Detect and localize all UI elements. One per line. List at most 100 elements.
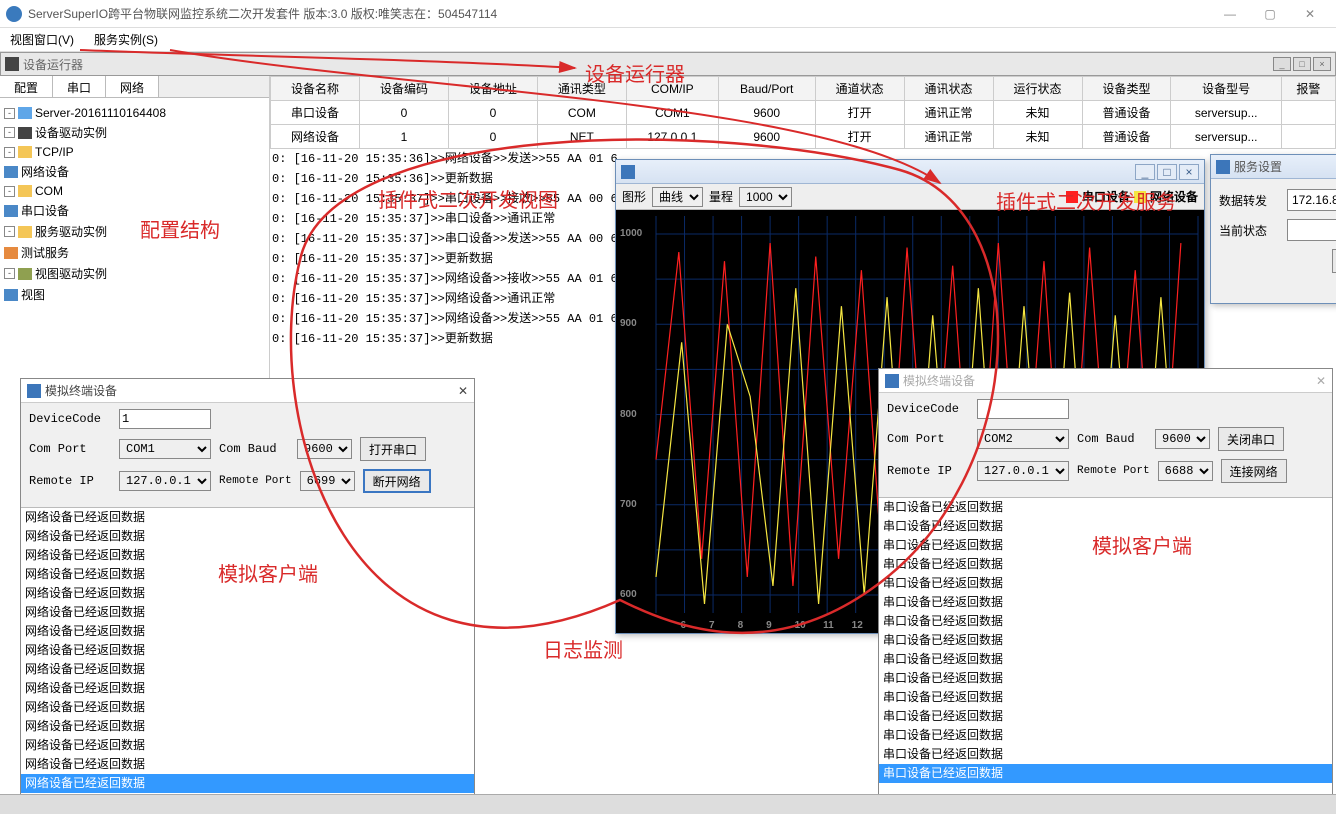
log-line[interactable]: 串口设备已经返回数据	[879, 612, 1332, 631]
chart-close-button[interactable]: ×	[1179, 164, 1199, 180]
tree-testsvc[interactable]: 测试服务	[4, 242, 265, 263]
log-line[interactable]: 网络设备已经返回数据	[21, 660, 474, 679]
terminal1-log[interactable]: 网络设备已经返回数据网络设备已经返回数据网络设备已经返回数据网络设备已经返回数据…	[21, 507, 474, 805]
tree-server[interactable]: -Server-20161110164408	[4, 104, 265, 122]
fwd-ip-input[interactable]	[1287, 189, 1336, 211]
log-line[interactable]: 网络设备已经返回数据	[21, 584, 474, 603]
t2-combaud-select[interactable]: 9600	[1155, 429, 1210, 449]
devtable-header[interactable]: COM/IP	[626, 77, 718, 101]
devtable-header[interactable]: 设备类型	[1082, 77, 1171, 101]
tab-net[interactable]: 网络	[106, 76, 159, 97]
log-line[interactable]: 串口设备已经返回数据	[879, 536, 1332, 555]
chart-icon	[621, 165, 635, 179]
tree-netdev[interactable]: 网络设备	[4, 161, 265, 182]
tab-config[interactable]: 配置	[0, 76, 53, 97]
t1-remoteip-label: Remote IP	[29, 474, 111, 488]
chart-range-select[interactable]: 1000	[739, 187, 792, 207]
tree-svcdrv[interactable]: -服务驱动实例	[4, 221, 265, 242]
log-line[interactable]: 串口设备已经返回数据	[879, 631, 1332, 650]
t2-devcode-input[interactable]	[977, 399, 1069, 419]
tree-serialdev[interactable]: 串口设备	[4, 200, 265, 221]
table-row[interactable]: 网络设备10NET127.0.0.19600打开通讯正常未知普通设备server…	[271, 125, 1336, 149]
log-line[interactable]: 串口设备已经返回数据	[879, 707, 1332, 726]
log-line[interactable]: 串口设备已经返回数据	[879, 498, 1332, 517]
log-line[interactable]: 网络设备已经返回数据	[21, 679, 474, 698]
t2-remoteip-select[interactable]: 127.0.0.1	[977, 461, 1069, 481]
t1-combaud-label: Com Baud	[219, 442, 289, 456]
tab-serial[interactable]: 串口	[53, 76, 106, 97]
devtable-header[interactable]: 设备型号	[1171, 77, 1281, 101]
tree-com[interactable]: -COM	[4, 182, 265, 200]
t1-combaud-select[interactable]: 9600	[297, 439, 352, 459]
log-line[interactable]: 串口设备已经返回数据	[879, 745, 1332, 764]
log-line[interactable]: 网络设备已经返回数据	[21, 736, 474, 755]
tree-tcpip[interactable]: -TCP/IP	[4, 143, 265, 161]
service-window: 服务设置 × 数据转发 当前状态 应用 关闭	[1210, 154, 1336, 304]
log-line[interactable]: 串口设备已经返回数据	[879, 669, 1332, 688]
minimize-button[interactable]: —	[1210, 7, 1250, 21]
t2-close-serial-button[interactable]: 关闭串口	[1218, 427, 1284, 451]
devtable-header[interactable]: 设备名称	[271, 77, 360, 101]
apply-button[interactable]: 应用	[1332, 249, 1336, 273]
log-line[interactable]: 串口设备已经返回数据	[879, 517, 1332, 536]
close-button[interactable]: ✕	[1290, 7, 1330, 21]
sub-min-button[interactable]: _	[1273, 57, 1291, 71]
terminal2-log[interactable]: 串口设备已经返回数据串口设备已经返回数据串口设备已经返回数据串口设备已经返回数据…	[879, 497, 1332, 805]
log-line[interactable]: 网络设备已经返回数据	[21, 565, 474, 584]
devtable-header[interactable]: 设备编码	[359, 77, 448, 101]
t2-connect-button[interactable]: 连接网络	[1221, 459, 1287, 483]
log-line[interactable]: 网络设备已经返回数据	[21, 603, 474, 622]
t2-remoteport-select[interactable]: 6688	[1158, 461, 1213, 481]
log-line[interactable]: 网络设备已经返回数据	[21, 755, 474, 774]
chart-max-button[interactable]: □	[1157, 164, 1177, 180]
chart-curve-select[interactable]: 曲线	[652, 187, 703, 207]
devtable-header[interactable]: 通讯类型	[537, 77, 626, 101]
chart-min-button[interactable]: _	[1135, 164, 1155, 180]
devtable-header[interactable]: Baud/Port	[718, 77, 815, 101]
log-line[interactable]: 网络设备已经返回数据	[21, 774, 474, 793]
cur-status	[1287, 219, 1336, 241]
t1-disconnect-button[interactable]: 断开网络	[363, 469, 431, 493]
t1-remoteport-select[interactable]: 6699	[300, 471, 355, 491]
log-line[interactable]: 串口设备已经返回数据	[879, 555, 1332, 574]
t1-remoteip-select[interactable]: 127.0.0.1	[119, 471, 211, 491]
devtable-header[interactable]: 设备地址	[448, 77, 537, 101]
log-line[interactable]: 串口设备已经返回数据	[879, 650, 1332, 669]
t1-open-serial-button[interactable]: 打开串口	[360, 437, 426, 461]
terminal1-close-button[interactable]: ✕	[458, 384, 468, 398]
log-line[interactable]: 串口设备已经返回数据	[879, 688, 1332, 707]
log-line[interactable]: 网络设备已经返回数据	[21, 622, 474, 641]
t1-devcode-input[interactable]	[119, 409, 211, 429]
t1-devcode-label: DeviceCode	[29, 412, 111, 426]
log-line[interactable]: 网络设备已经返回数据	[21, 508, 474, 527]
log-line[interactable]: 网络设备已经返回数据	[21, 698, 474, 717]
t1-comport-select[interactable]: COM1	[119, 439, 211, 459]
devtable-header[interactable]: 通道状态	[815, 77, 904, 101]
menu-view[interactable]: 视图窗口(V)	[10, 31, 74, 48]
log-line[interactable]: 网络设备已经返回数据	[21, 641, 474, 660]
log-line[interactable]: 网络设备已经返回数据	[21, 527, 474, 546]
tree-viewdrv[interactable]: -视图驱动实例	[4, 263, 265, 284]
devtable-header[interactable]: 报警	[1281, 77, 1335, 101]
tree-view[interactable]: 视图	[4, 284, 265, 305]
app-icon	[6, 6, 22, 22]
terminal2-close-button[interactable]: ✕	[1316, 374, 1326, 388]
log-line[interactable]: 网络设备已经返回数据	[21, 546, 474, 565]
log-line[interactable]: 串口设备已经返回数据	[879, 593, 1332, 612]
log-line[interactable]: 串口设备已经返回数据	[879, 574, 1332, 593]
log-line[interactable]: 网络设备已经返回数据	[21, 717, 474, 736]
t2-remoteport-label: Remote Port	[1077, 465, 1150, 477]
devtable-header[interactable]: 运行状态	[993, 77, 1082, 101]
t2-comport-select[interactable]: COM2	[977, 429, 1069, 449]
log-line[interactable]: 串口设备已经返回数据	[879, 764, 1332, 783]
maximize-button[interactable]: ▢	[1250, 7, 1290, 21]
menu-service[interactable]: 服务实例(S)	[94, 31, 158, 48]
devtable-header[interactable]: 通讯状态	[904, 77, 993, 101]
table-row[interactable]: 串口设备00COMCOM19600打开通讯正常未知普通设备serversup..…	[271, 101, 1336, 125]
sub-close-button[interactable]: ×	[1313, 57, 1331, 71]
sub-max-button[interactable]: □	[1293, 57, 1311, 71]
t1-remoteport-label: Remote Port	[219, 475, 292, 487]
log-line[interactable]: 串口设备已经返回数据	[879, 726, 1332, 745]
fwd-label: 数据转发	[1219, 192, 1279, 209]
tree-devdrv[interactable]: -设备驱动实例	[4, 122, 265, 143]
